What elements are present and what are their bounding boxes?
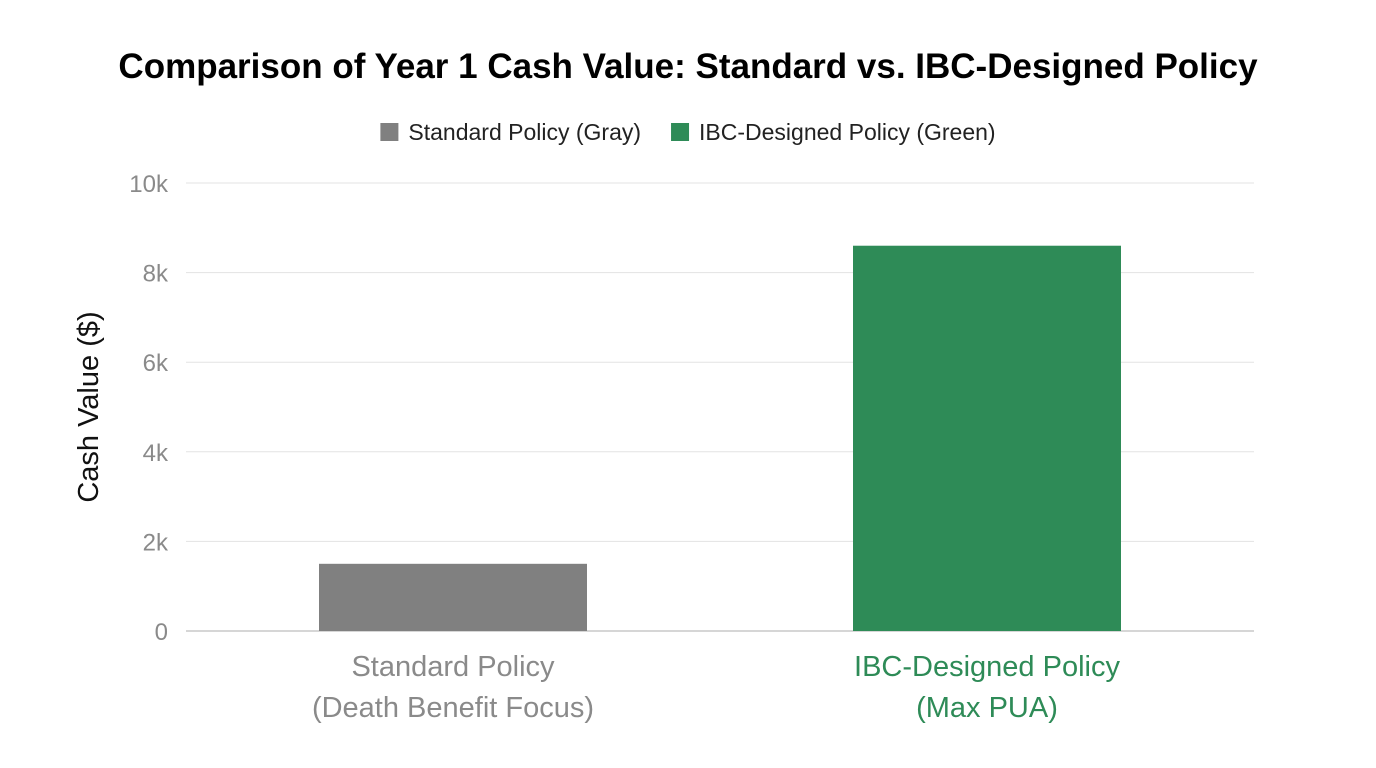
x-category-label: (Max PUA)	[916, 692, 1058, 724]
y-tick-label: 2k	[143, 529, 169, 556]
chart-title: Comparison of Year 1 Cash Value: Standar…	[118, 47, 1258, 86]
y-tick-label: 6k	[143, 350, 169, 377]
x-category-label: Standard Policy	[351, 651, 555, 683]
bar	[319, 563, 587, 631]
y-axis-title: Cash Value ($)	[73, 311, 105, 502]
legend-swatch	[380, 123, 399, 141]
y-tick-label: 0	[155, 619, 168, 646]
legend-swatch	[671, 123, 690, 141]
x-category-label: IBC-Designed Policy	[854, 651, 1120, 683]
y-tick-label: 4k	[143, 440, 169, 467]
legend-item: IBC-Designed Policy (Green)	[671, 119, 996, 145]
legend-label: IBC-Designed Policy (Green)	[699, 119, 996, 145]
x-axis-category-labels: Standard Policy (Death Benefit Focus) IBC-…	[312, 651, 1121, 724]
y-tick-label: 10k	[129, 171, 169, 198]
legend-item: Standard Policy (Gray)	[380, 119, 641, 145]
y-axis-ticks: 0 2k 4k 6k 8k 10k	[129, 171, 169, 646]
y-tick-label: 8k	[143, 261, 169, 288]
chart-legend: Standard Policy (Gray) IBC-Designed Polic…	[380, 119, 996, 145]
legend-label: Standard Policy (Gray)	[408, 119, 641, 145]
bar	[853, 245, 1121, 631]
bars	[319, 245, 1121, 631]
x-category-label: (Death Benefit Focus)	[312, 692, 594, 724]
